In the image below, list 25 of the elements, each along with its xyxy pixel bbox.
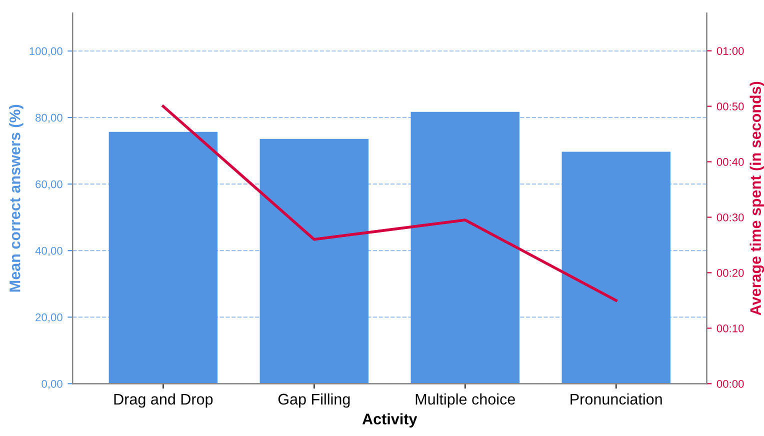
y2-tick-label: 01:00 bbox=[716, 47, 744, 55]
y-tick-label: 80,00 bbox=[36, 114, 62, 123]
y-tick-label: 100,00 bbox=[30, 47, 62, 56]
bar bbox=[410, 112, 520, 384]
y2-tick-label: 00:20 bbox=[716, 268, 744, 277]
y2-tick-label: 00:40 bbox=[716, 158, 744, 166]
y2-tick-label: 00:30 bbox=[716, 214, 744, 222]
bar bbox=[108, 132, 218, 384]
bar bbox=[562, 152, 670, 384]
line-series bbox=[162, 104, 618, 302]
y-tick-label: 60,00 bbox=[36, 180, 62, 190]
y-tick-label: 20,00 bbox=[36, 313, 62, 323]
y2-tick-label: 00:10 bbox=[716, 324, 744, 332]
y2-axis-title: Average time spent (in seconds) bbox=[750, 82, 764, 316]
y-tick-label: 0,00 bbox=[42, 380, 62, 390]
y-tick-label: 40,00 bbox=[35, 246, 62, 256]
y-axis-title: Mean correct answers (%) bbox=[9, 104, 24, 292]
x-axis-title: Activity bbox=[362, 413, 418, 428]
bar bbox=[260, 138, 369, 384]
y2-tick-label: 00:50 bbox=[716, 102, 744, 110]
y2-tick-label: 00:00 bbox=[716, 380, 744, 388]
x-tick-label: Multiple choice bbox=[416, 393, 515, 408]
x-tick-label: Pronunciation bbox=[570, 393, 662, 405]
x-tick-label: Drag and Drop bbox=[114, 393, 213, 408]
x-tick-label: Gap Filling bbox=[278, 393, 350, 408]
